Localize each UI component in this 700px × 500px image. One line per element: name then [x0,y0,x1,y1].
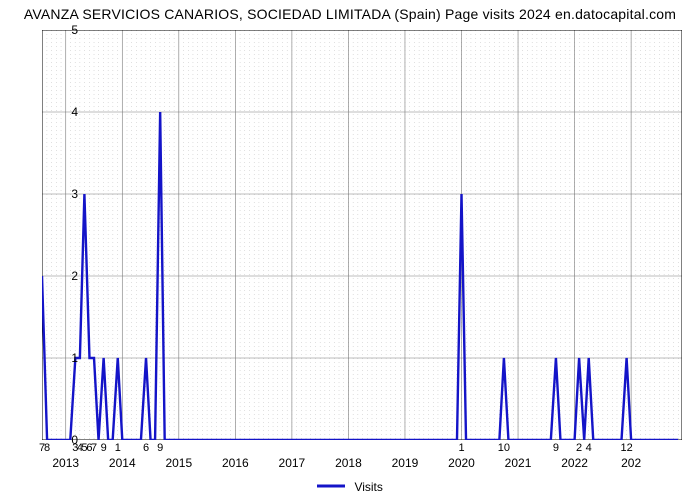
x-minor-tick-label: 4 [586,442,592,454]
x-year-label: 2017 [279,456,306,470]
x-minor-tick-label: 12 [620,442,632,454]
x-year-label: 2014 [109,456,136,470]
x-minor-tick-label: 2 [576,442,582,454]
x-year-label: 2019 [392,456,419,470]
x-minor-tick-label: 9 [157,442,163,454]
legend: Visits [0,479,700,494]
x-minor-tick-label: 10 [498,442,510,454]
y-tick-label: 5 [24,23,78,37]
y-tick-label: 3 [24,187,78,201]
x-year-label: 2015 [165,456,192,470]
chart-container: AVANZA SERVICIOS CANARIOS, SOCIEDAD LIMI… [0,0,700,500]
x-minor-tick-label: 7 [91,442,97,454]
legend-swatch [317,480,345,494]
x-minor-tick-label: 6 [143,442,149,454]
x-minor-tick-label: 8 [44,442,50,454]
chart-title: AVANZA SERVICIOS CANARIOS, SOCIEDAD LIMI… [0,6,700,22]
chart-svg [42,30,682,440]
y-tick-label: 0 [24,433,78,447]
y-tick-label: 1 [24,351,78,365]
x-year-label: 2022 [561,456,588,470]
x-year-label: 202 [621,456,641,470]
plot-area: 0123457834567916911092412201320142015201… [42,30,682,440]
x-year-label: 2016 [222,456,249,470]
y-tick-label: 2 [24,269,78,283]
x-minor-tick-label: 1 [115,442,121,454]
x-year-label: 2021 [505,456,532,470]
x-minor-tick-label: 1 [458,442,464,454]
x-year-label: 2018 [335,456,362,470]
x-year-label: 2020 [448,456,475,470]
x-year-label: 2013 [52,456,79,470]
y-tick-label: 4 [24,105,78,119]
legend-label: Visits [354,480,382,494]
x-minor-tick-label: 9 [101,442,107,454]
x-minor-tick-label: 9 [553,442,559,454]
